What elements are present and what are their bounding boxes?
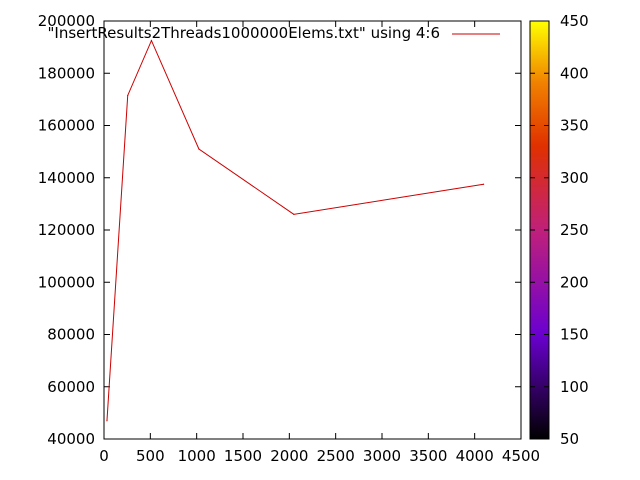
data-point — [150, 39, 153, 42]
x-tick-label: 0 — [99, 447, 109, 465]
x-tick-label: 2000 — [270, 447, 308, 465]
series-line — [106, 39, 484, 421]
x-tick-label: 3500 — [409, 447, 447, 465]
legend: "InsertResults2Threads1000000Elems.txt" … — [48, 24, 500, 42]
x-tick-label: 500 — [136, 447, 165, 465]
y-tick-label: 180000 — [38, 64, 95, 82]
colorbar-tick-label: 300 — [560, 169, 589, 187]
colorbar-tick-label: 150 — [560, 326, 589, 344]
colorbar-tick-label: 50 — [560, 430, 579, 448]
x-tick-label: 3000 — [363, 447, 401, 465]
y-tick-label: 40000 — [47, 430, 95, 448]
y-tick-label: 140000 — [38, 169, 95, 187]
y-tick-label: 100000 — [38, 273, 95, 291]
y-tick-label: 120000 — [38, 221, 95, 239]
colorbar-tick-label: 450 — [560, 12, 589, 30]
x-tick-label: 4500 — [502, 447, 540, 465]
colorbar-tick-label: 100 — [560, 378, 589, 396]
data-point — [127, 94, 129, 97]
colorbar-tick-label: 350 — [560, 117, 589, 135]
data-point — [293, 213, 295, 215]
data-point — [198, 148, 200, 150]
colorbar: 50 100 150 200 250 300 350 400 450 — [529, 12, 589, 448]
y-tick-label: 200000 — [38, 12, 95, 30]
y-tick-label: 60000 — [47, 378, 95, 396]
legend-label: "InsertResults2Threads1000000Elems.txt" … — [48, 24, 441, 42]
x-tick-label: 1500 — [224, 447, 262, 465]
y-tick-label: 160000 — [38, 117, 95, 135]
y-tick-label: 80000 — [47, 326, 95, 344]
data-point — [482, 183, 485, 185]
x-tick-label: 2500 — [317, 447, 355, 465]
x-tick-label: 1000 — [178, 447, 216, 465]
colorbar-tick-label: 250 — [560, 221, 589, 239]
colorbar-tick-label: 200 — [560, 273, 589, 291]
data-point — [106, 420, 108, 422]
colorbar-tick-label: 400 — [560, 64, 589, 82]
plot-border — [103, 20, 522, 440]
x-tick-label: 4000 — [456, 447, 494, 465]
plot-area: 0 500 1000 1500 2000 2500 3000 3500 4000 4500 4000… — [38, 12, 540, 465]
